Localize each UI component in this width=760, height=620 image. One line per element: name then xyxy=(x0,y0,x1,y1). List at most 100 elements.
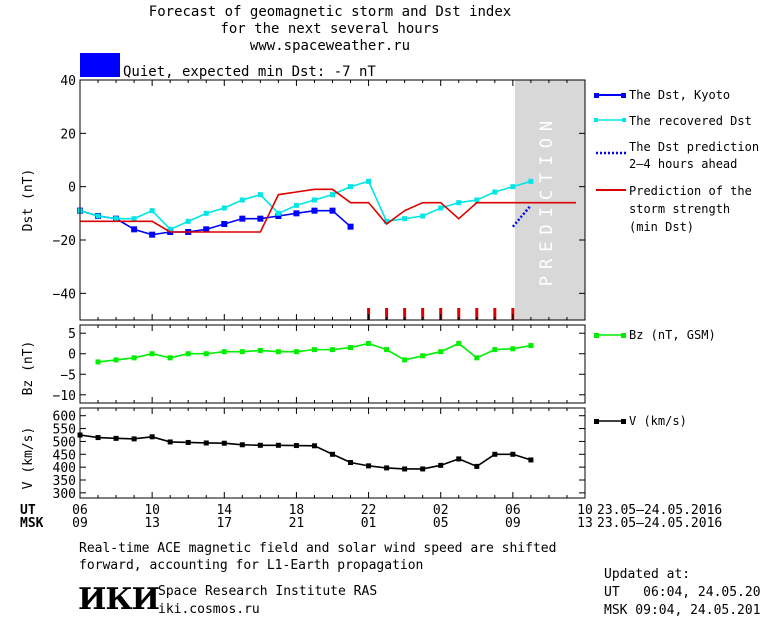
data-point xyxy=(330,347,335,353)
legend-dst-kyoto: The Dst, Kyoto xyxy=(629,88,730,102)
data-point xyxy=(293,349,299,355)
data-point xyxy=(366,178,372,184)
data-point xyxy=(366,463,372,469)
prediction-region xyxy=(515,80,585,320)
data-point xyxy=(528,457,534,463)
ut-tick-label: 10 xyxy=(577,503,593,518)
data-point xyxy=(275,442,281,448)
data-point xyxy=(113,357,119,363)
y-tick-label: 400 xyxy=(53,461,76,476)
prediction-label: PREDICTION xyxy=(537,114,557,286)
dst-legend: The Dst, Kyoto The recovered Dst The Dst… xyxy=(594,88,759,234)
data-point xyxy=(239,349,245,355)
footnote-line-1: Real-time ACE magnetic field and solar w… xyxy=(79,541,557,556)
ut-tick-label: 14 xyxy=(216,503,232,518)
data-point xyxy=(257,347,263,353)
chart-title: Forecast of geomagnetic storm and Dst in… xyxy=(148,4,512,20)
legend-dst-prediction-1: The Dst prediction xyxy=(629,140,759,154)
data-point xyxy=(221,349,227,355)
series-line xyxy=(511,204,532,228)
data-point xyxy=(402,216,408,222)
data-point xyxy=(348,345,354,351)
y-tick-label: −10 xyxy=(53,389,76,404)
source-url[interactable]: www.spaceweather.ru xyxy=(249,38,411,54)
data-point xyxy=(185,218,191,224)
data-point xyxy=(275,210,281,216)
series-line xyxy=(79,180,532,231)
data-point xyxy=(167,226,173,232)
data-point xyxy=(438,349,444,355)
bz-legend: Bz (nT, GSM) xyxy=(594,328,716,342)
data-point xyxy=(221,205,227,211)
data-point xyxy=(311,207,318,214)
data-point xyxy=(275,213,282,219)
legend-storm-2: storm strength xyxy=(629,202,730,216)
updated-label: Updated at: xyxy=(604,567,691,582)
data-point xyxy=(329,207,336,214)
msk-tick-label: 21 xyxy=(289,516,305,531)
data-point xyxy=(293,443,299,449)
data-point xyxy=(95,213,101,219)
data-point xyxy=(149,351,155,357)
data-point xyxy=(420,466,426,472)
data-point xyxy=(474,463,480,469)
y-tick-label: 0 xyxy=(68,348,76,363)
speed-panel xyxy=(77,432,534,472)
speed-legend: V (km/s) xyxy=(594,414,687,428)
data-point xyxy=(203,351,209,357)
data-point xyxy=(528,343,534,349)
data-point xyxy=(149,208,155,214)
bz-panel xyxy=(95,340,534,365)
series-line xyxy=(97,342,532,363)
data-point xyxy=(203,226,210,233)
y-tick-label: 350 xyxy=(53,474,76,489)
data-point xyxy=(474,197,480,203)
data-point xyxy=(438,205,444,211)
legend-recovered-dst: The recovered Dst xyxy=(629,114,752,128)
data-point xyxy=(167,355,173,361)
data-point xyxy=(95,359,101,365)
updated-ut: UT 06:04, 24.05.2016 xyxy=(604,585,760,600)
data-point xyxy=(347,223,354,230)
legend-bz: Bz (nT, GSM) xyxy=(629,328,716,342)
data-point xyxy=(275,349,281,355)
data-point xyxy=(402,357,408,363)
data-point xyxy=(131,226,138,233)
data-point xyxy=(492,451,498,457)
chart-subtitle: for the next several hours xyxy=(220,21,440,37)
data-point xyxy=(456,456,462,462)
status-text: Quiet, expected min Dst: -7 nT xyxy=(123,64,376,80)
institute-website[interactable]: iki.cosmos.ru xyxy=(158,602,260,617)
y-tick-label: 20 xyxy=(60,127,76,142)
data-point xyxy=(456,200,462,206)
updated-msk: MSK 09:04, 24.05.2016 xyxy=(604,603,760,618)
data-point xyxy=(384,347,390,353)
data-point xyxy=(185,351,191,357)
y-tick-label: 600 xyxy=(53,410,76,425)
y-tick-label: −20 xyxy=(53,234,76,249)
data-point xyxy=(149,231,156,238)
data-point xyxy=(221,221,228,227)
data-point xyxy=(384,465,390,471)
data-point xyxy=(528,178,534,184)
msk-date-range: 23.05–24.05.2016 xyxy=(597,516,722,531)
msk-tick-label: 17 xyxy=(216,516,232,531)
data-point xyxy=(492,347,498,353)
data-point xyxy=(330,192,335,198)
data-point xyxy=(384,218,390,224)
msk-tick-label: 01 xyxy=(361,516,377,531)
y-tick-label: 500 xyxy=(53,435,76,450)
data-point xyxy=(510,346,516,352)
data-point xyxy=(167,439,173,445)
panel-frame xyxy=(79,324,586,404)
msk-tick-label: 05 xyxy=(433,516,449,531)
data-point xyxy=(510,184,516,190)
y-tick-label: 40 xyxy=(60,74,76,89)
series-line xyxy=(80,188,576,233)
data-point xyxy=(203,440,209,446)
dst-panel: PREDICTION xyxy=(77,80,585,320)
data-point xyxy=(149,434,155,440)
data-point xyxy=(474,355,480,361)
data-point xyxy=(113,435,119,441)
